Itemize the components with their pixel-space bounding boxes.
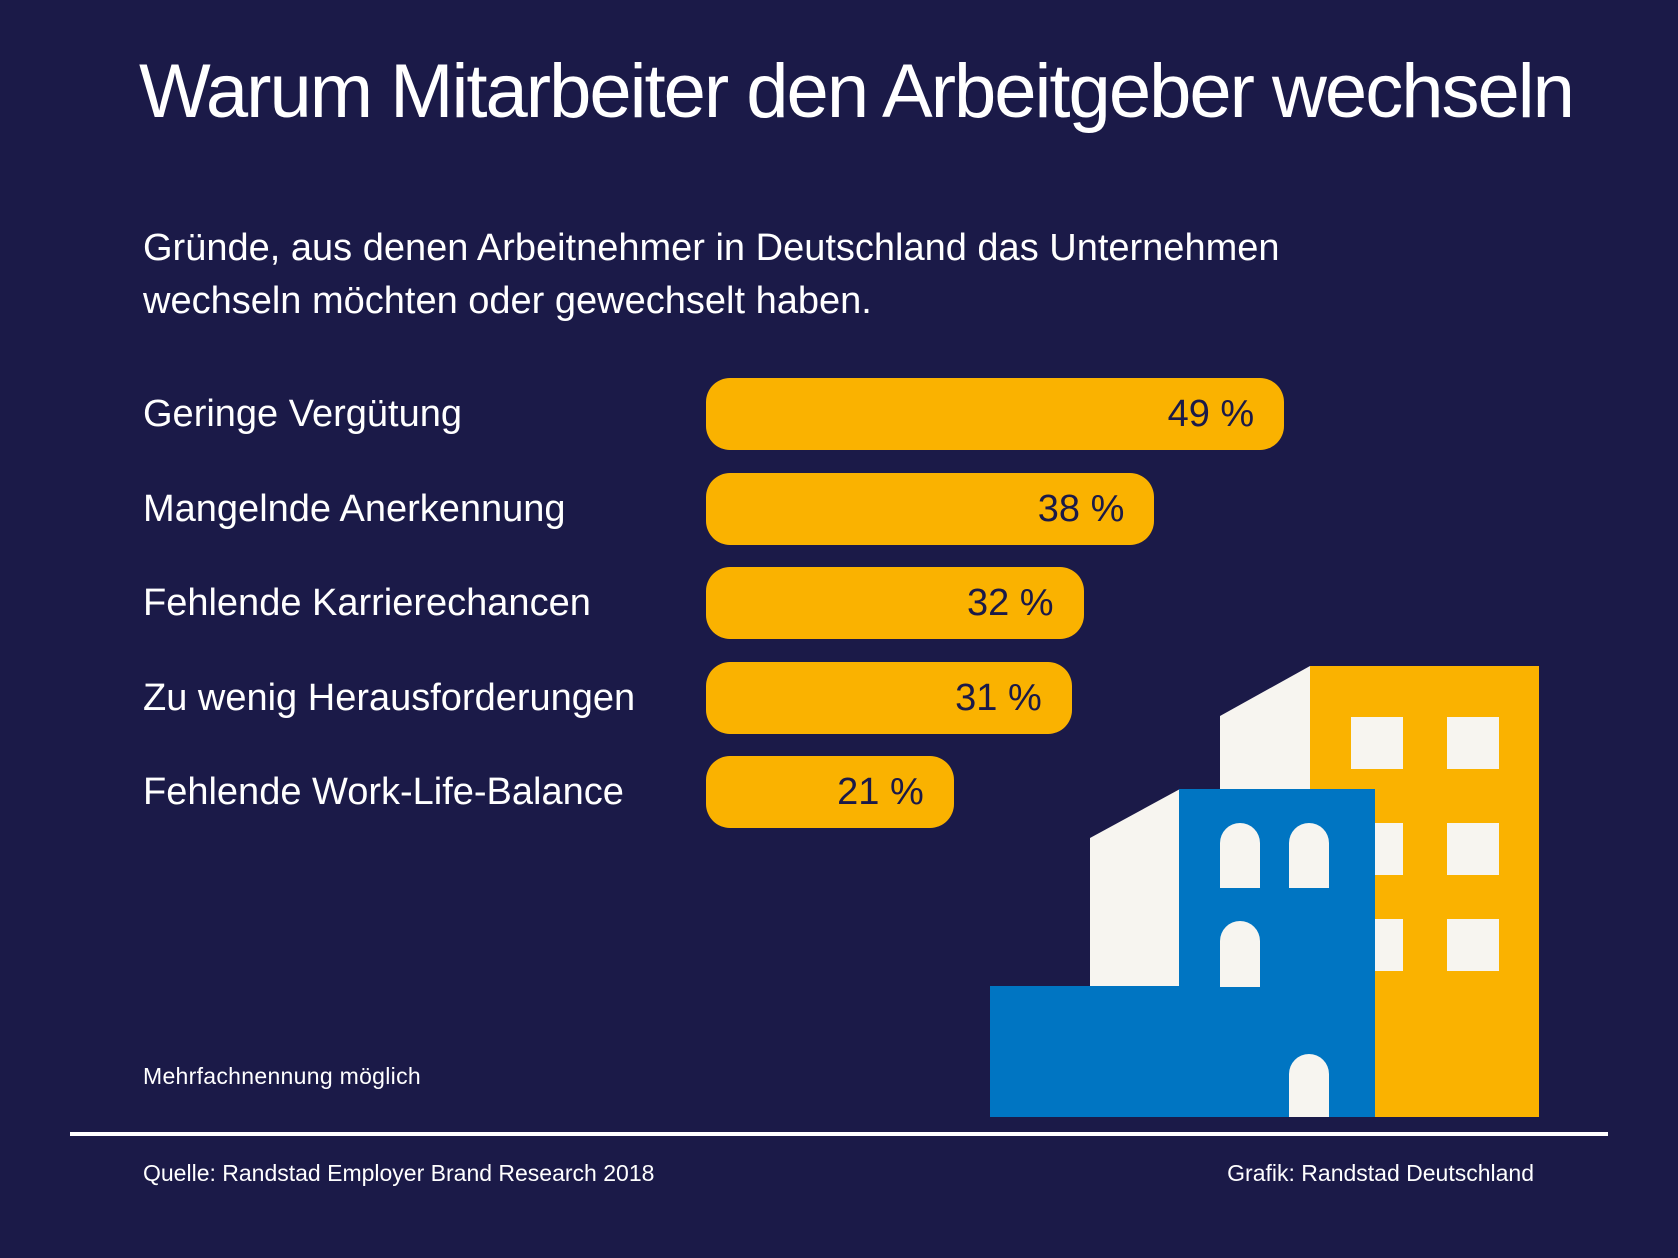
bar-value-label: 38 % <box>1037 487 1125 530</box>
bar-value-label: 49 % <box>1167 393 1255 435</box>
white-building-front <box>1090 789 1180 990</box>
door <box>1289 1054 1329 1117</box>
buildings-illustration <box>980 660 1540 1125</box>
category-label: Zu wenig Herausforderungen <box>143 676 636 719</box>
category-label: Geringe Vergütung <box>143 393 463 435</box>
bar: 21 % <box>706 756 954 828</box>
credit-text: Grafik: Randstad Deutschland <box>1227 1160 1534 1186</box>
category-label: Fehlende Work-Life-Balance <box>143 771 624 813</box>
bar-value-label: 32 % <box>966 582 1054 624</box>
bar-value-label: 21 % <box>837 771 924 813</box>
bar-value-label: 31 % <box>955 676 1042 719</box>
chart-subtitle: Gründe, aus denen Arbeitnehmer in Deutsc… <box>143 227 1280 322</box>
source-text: Quelle: Randstad Employer Brand Research… <box>143 1160 655 1186</box>
bar: 32 % <box>706 567 1084 639</box>
divider <box>70 1132 1608 1136</box>
bar: 31 % <box>706 661 1072 734</box>
bar: 38 % <box>706 472 1155 545</box>
bar: 49 % <box>706 378 1285 450</box>
buildings-icon <box>990 666 1539 1117</box>
white-building-back <box>1220 666 1310 790</box>
category-label: Mangelnde Anerkennung <box>143 487 566 530</box>
footnote: Mehrfachnennung möglich <box>143 1063 421 1089</box>
chart-title: Warum Mitarbeiter den Arbeitgeber wechse… <box>139 49 1575 134</box>
category-label: Fehlende Karrierechancen <box>143 582 591 624</box>
